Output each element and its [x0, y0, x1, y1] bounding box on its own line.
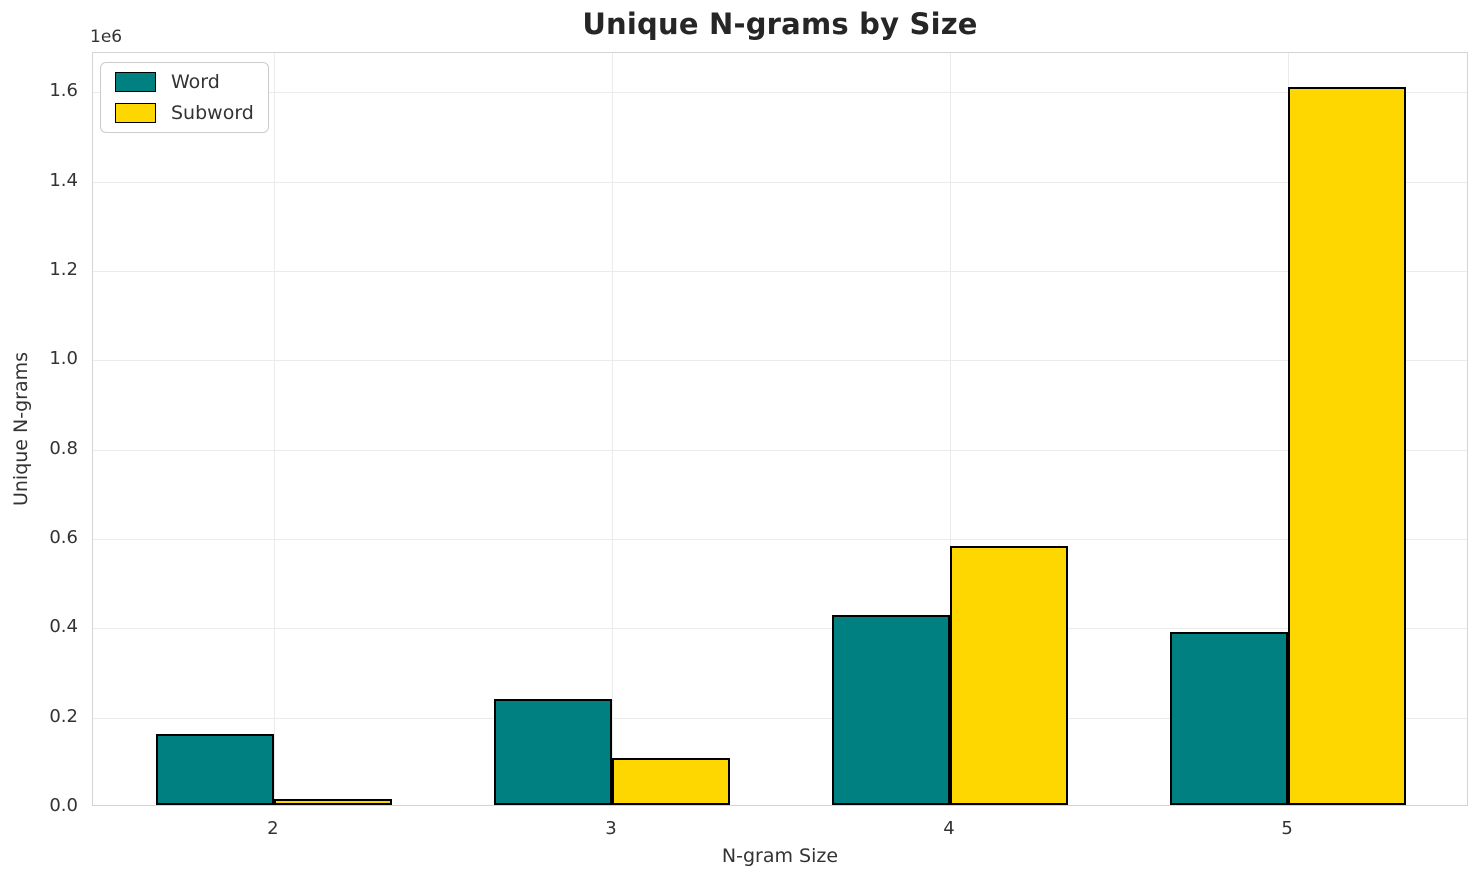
y-axis-label: Unique N-grams	[10, 351, 32, 507]
bar-word-4	[831, 614, 950, 805]
gridline-y-1.0	[93, 360, 1467, 362]
gridline-y-0.6	[93, 539, 1467, 540]
legend-swatch-word	[115, 72, 156, 92]
bar-word-5	[1169, 631, 1289, 805]
legend-swatch-subword	[115, 103, 156, 123]
x-tick-label-5: 5	[1281, 818, 1293, 839]
legend-item-subword: Subword	[115, 102, 254, 124]
bar-subword-5	[1288, 86, 1407, 805]
legend-item-word: Word	[115, 71, 254, 93]
x-tick-label-2: 2	[267, 818, 279, 839]
gridline-y-1.6	[93, 92, 1467, 94]
y-tick-label-0.0: 0.0	[49, 795, 78, 816]
y-tick-label-1.6: 1.6	[49, 80, 78, 102]
gridline-y-0.4	[93, 628, 1467, 630]
bar-word-3	[493, 698, 612, 805]
y-tick-label-0.6: 0.6	[49, 527, 78, 548]
y-axis-offset-text: 1e6	[90, 27, 123, 47]
plot-area	[92, 52, 1468, 806]
x-axis-label: N-gram Size	[721, 845, 839, 867]
legend-label-word: Word	[171, 71, 220, 93]
y-tick-label-0.2: 0.2	[49, 705, 78, 727]
bar-word-2	[155, 733, 274, 805]
bar-subword-2	[273, 799, 393, 805]
y-tick-label-0.8: 0.8	[49, 437, 78, 459]
legend: Word Subword	[100, 62, 269, 133]
gridline-y-0.2	[93, 717, 1467, 719]
chart-title: Unique N-grams by Size	[582, 7, 978, 41]
y-tick-label-1.0: 1.0	[49, 348, 78, 370]
gridline-x-3	[612, 53, 613, 805]
legend-label-subword: Subword	[171, 102, 254, 124]
gridline-x-2	[273, 53, 275, 805]
x-tick-label-3: 3	[605, 818, 617, 839]
gridline-y-1.2	[93, 271, 1467, 272]
bar-subword-3	[612, 758, 731, 805]
y-tick-label-1.4: 1.4	[49, 169, 78, 191]
y-tick-label-1.2: 1.2	[49, 259, 78, 280]
bar-subword-4	[950, 545, 1069, 805]
gridline-y-1.4	[93, 181, 1467, 183]
x-tick-label-4: 4	[943, 818, 955, 839]
gridline-y-0.8	[93, 449, 1467, 451]
gridline-x-4	[950, 53, 951, 805]
y-tick-label-0.4: 0.4	[49, 616, 78, 638]
